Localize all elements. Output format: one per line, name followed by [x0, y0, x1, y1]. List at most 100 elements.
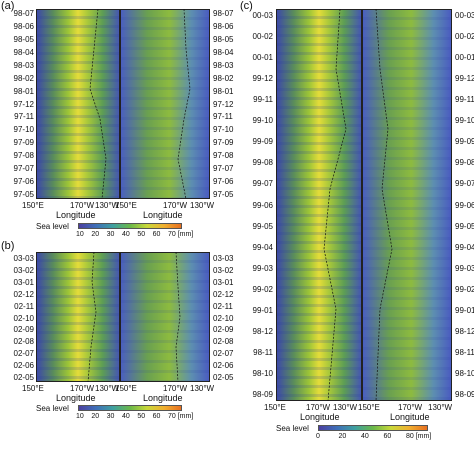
date-label: 99-09 [455, 137, 474, 147]
panel-a-colorbar [78, 223, 182, 229]
date-label: 98-12 [252, 326, 273, 336]
date-label: 98-04 [13, 47, 34, 57]
date-label: 98-03 [13, 60, 34, 70]
date-label: 97-11 [14, 112, 34, 122]
panel-c-label: (c) [240, 0, 253, 12]
panel-b-xtick: 170°W [70, 384, 95, 393]
date-label: 99-08 [455, 158, 474, 168]
date-label: 02-05 [13, 373, 34, 382]
date-label: 02-07 [13, 349, 34, 359]
panel-c-traces [323, 9, 393, 401]
date-label: 03-02 [213, 265, 234, 275]
date-label: 98-10 [252, 368, 273, 378]
date-label: 02-08 [13, 337, 34, 347]
date-label: 02-11 [14, 301, 34, 311]
date-label: 00-02 [455, 32, 474, 42]
colorbar-tick-label: 0 [316, 433, 320, 440]
date-label: 99-12 [455, 74, 474, 84]
date-label: 97-10 [213, 125, 234, 135]
date-label: 03-03 [213, 254, 234, 263]
colorbar-tick-label: 80 [mm] [406, 433, 432, 440]
date-label: 99-01 [455, 305, 474, 315]
colorbar-tick-label: 60 [152, 231, 161, 238]
date-label: 98-02 [13, 73, 34, 83]
date-label: 03-02 [13, 265, 34, 275]
panel-c-left-heatmap [276, 9, 362, 401]
date-label: 00-01 [252, 53, 273, 63]
colorbar-tick-label: 60 [152, 413, 161, 420]
colorbar-tick-label: 10 [76, 231, 84, 238]
colorbar-tick-label: 30 [106, 413, 115, 420]
date-label: 99-02 [252, 284, 273, 294]
date-label: 97-10 [13, 125, 34, 135]
date-label: 02-05 [213, 373, 234, 382]
panel-a-xtick: 170°W [70, 201, 95, 210]
colorbar-tick-label: 20 [91, 413, 100, 420]
panel-c-sea-level-label: Sea level [276, 424, 309, 433]
date-label: 99-06 [455, 200, 474, 210]
colorbar-tick-label: 20 [338, 433, 347, 440]
panel-c-xtick: 170°W [398, 403, 423, 412]
date-label: 98-05 [13, 34, 34, 44]
date-label: 99-12 [252, 74, 273, 84]
date-label: 02-10 [213, 313, 234, 323]
date-label: 98-04 [213, 47, 234, 57]
panel-c-colorbar [318, 425, 428, 431]
panel-a-traces [89, 9, 191, 199]
panel-c-xtick: 150°E [358, 403, 380, 412]
date-label: 00-03 [252, 11, 273, 20]
date-label: 98-01 [213, 86, 234, 96]
panel-a-xtick: 150°E [22, 201, 44, 210]
date-label: 98-05 [213, 34, 234, 44]
date-label: 99-10 [252, 116, 273, 126]
date-label: 99-05 [252, 221, 273, 231]
colorbar-tick-label: 50 [137, 413, 146, 420]
date-label: 98-01 [13, 86, 34, 96]
panel-a-label: (a) [1, 0, 15, 12]
date-label: 97-08 [13, 151, 34, 161]
date-label: 97-07 [213, 164, 234, 174]
panel-b-xtick: 130°W [190, 384, 215, 393]
panel-b-xtick: 170°W [163, 384, 188, 393]
colorbar-tick-label: 40 [361, 433, 369, 440]
date-label: 97-06 [13, 177, 34, 187]
date-label: 97-05 [213, 190, 234, 199]
date-label: 97-08 [213, 151, 234, 161]
date-label: 98-06 [213, 21, 234, 31]
date-label: 98-09 [252, 390, 273, 399]
panel-c-xtick: 170°W [306, 403, 331, 412]
date-label: 97-09 [13, 138, 34, 148]
date-label: 99-03 [455, 263, 474, 273]
date-label: 99-07 [252, 179, 273, 189]
panel-b-label: (b) [1, 240, 15, 252]
panel-b-colorbar [78, 405, 182, 411]
date-label: 98-11 [455, 347, 474, 357]
date-label: 98-03 [213, 60, 234, 70]
colorbar-tick-label: 70 [mm] [168, 231, 194, 238]
panel-c-xtick: 130°W [428, 403, 453, 412]
date-label: 99-08 [252, 158, 273, 168]
date-label: 99-04 [455, 242, 474, 252]
date-label: 99-07 [455, 179, 474, 189]
panel-c-right-heatmap [362, 9, 452, 401]
date-label: 98-06 [13, 21, 34, 31]
colorbar-tick-label: 40 [122, 231, 130, 238]
panel-b-left-trace [87, 252, 97, 382]
date-label: 97-09 [213, 138, 234, 148]
date-label: 99-02 [455, 284, 474, 294]
panel-a-xlabel-left: Longitude [56, 210, 96, 220]
colorbar-tick-label: 50 [137, 231, 146, 238]
date-label: 99-11 [455, 95, 474, 105]
date-label: 99-06 [252, 200, 273, 210]
date-label: 02-07 [213, 349, 234, 359]
date-label: 99-11 [253, 95, 273, 105]
date-label: 98-07 [13, 9, 34, 18]
panel-c-xlabel-left: Longitude [300, 412, 340, 422]
panel-a-left-heatmap [36, 9, 120, 199]
panel-a-xtick: 150°E [115, 201, 137, 210]
date-label: 00-02 [252, 32, 273, 42]
panel-a-sea-level-label: Sea level [36, 222, 69, 231]
date-label: 02-10 [13, 313, 34, 323]
date-label: 98-10 [455, 368, 474, 378]
panel-c-xtick: 130°W [333, 403, 358, 412]
